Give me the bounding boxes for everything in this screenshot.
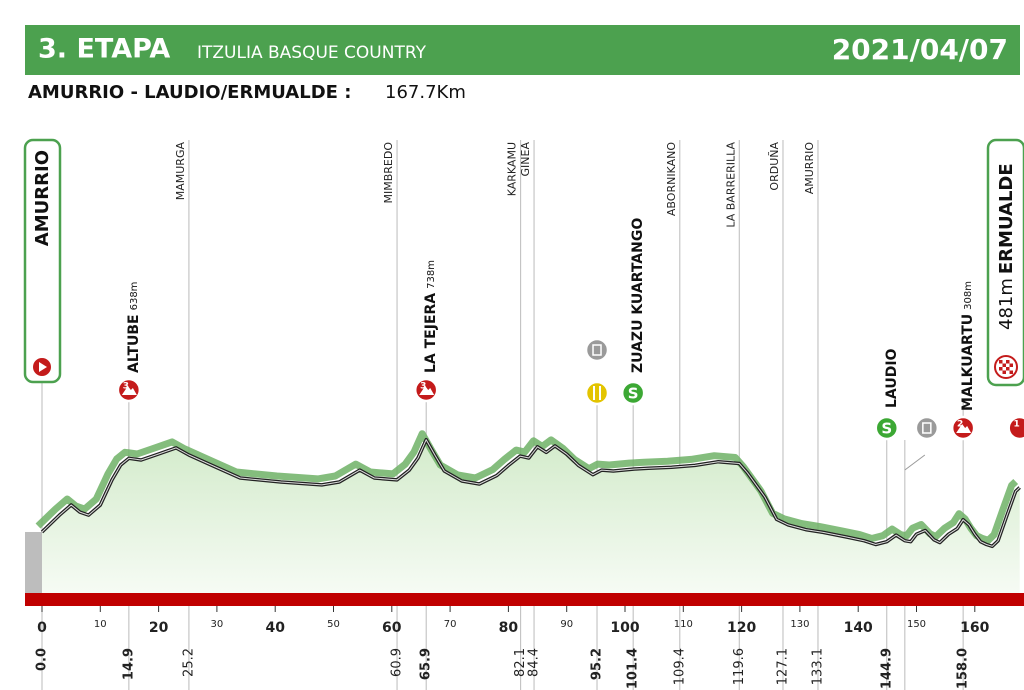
icon — [584, 337, 610, 363]
x-tick-label: 130 — [790, 619, 809, 630]
town-label: ABORNIKANO — [665, 142, 678, 216]
x-tick-label: 100 — [610, 620, 639, 636]
km-label: 109.4 — [672, 648, 687, 685]
finish-altitude: 481m — [996, 278, 1017, 330]
x-tick-label: 80 — [499, 620, 519, 636]
x-tick-label: 110 — [674, 619, 693, 630]
sprint-label: ZUAZU KUARTANGO — [630, 218, 646, 373]
flag-cell — [999, 360, 1003, 364]
town-label: GINEA — [519, 142, 532, 177]
icon — [874, 415, 900, 441]
feed-icon — [593, 386, 602, 400]
x-tick-label: 0 — [37, 620, 47, 636]
x-tick-label: 20 — [149, 620, 169, 636]
climb-name: LA TEJERA — [423, 293, 439, 373]
town-label: ORDUÑA — [768, 142, 781, 191]
icon — [914, 415, 940, 441]
icon — [584, 380, 610, 406]
climb-altitude: 308m — [963, 281, 974, 310]
town-label: MIMBREDO — [382, 142, 395, 204]
date: 2021/04/07 — [832, 33, 1008, 66]
finish-name: ERMUALDE — [996, 163, 1017, 274]
sprint-symbol: S — [881, 420, 892, 438]
km-label: 0.0 — [35, 648, 50, 671]
x-tick-label: 120 — [727, 620, 756, 636]
climb-name: MALKUARTU — [960, 314, 976, 411]
km-label: 60.9 — [390, 648, 405, 677]
km-label: 25.2 — [181, 648, 196, 677]
header-bar — [25, 25, 1020, 75]
flag-cell — [1006, 367, 1010, 371]
mountain-icon — [121, 386, 137, 395]
km-label: 127.1 — [775, 648, 790, 685]
climb-name: ALTUBE — [126, 314, 142, 373]
sprint-label: LAUDIO — [884, 348, 900, 408]
start-name: AMURRIO — [32, 150, 53, 246]
x-tick-label: 40 — [265, 620, 285, 636]
x-tick-label: 160 — [960, 620, 989, 636]
profile-relief — [35, 430, 1019, 544]
flag-cell — [1009, 370, 1013, 374]
start-base — [25, 531, 42, 593]
climb-altitude: 738m — [426, 260, 437, 289]
km-label: 101.4 — [626, 648, 641, 689]
climb-category: 2 — [957, 420, 963, 430]
climb-label: ALTUBE 638m — [126, 282, 142, 373]
km-label: 158.0 — [956, 648, 971, 689]
town-label: LA BARRERILLA — [724, 142, 737, 228]
climb-altitude: 638m — [129, 282, 140, 311]
distance: 167.7Km — [385, 82, 466, 103]
waste-icon — [592, 344, 602, 356]
flag-cell — [1002, 370, 1006, 374]
climb-label: MALKUARTU 308m — [960, 281, 976, 411]
route: AMURRIO - LAUDIO/ERMUALDE : — [28, 82, 351, 103]
km-label: 14.9 — [121, 648, 136, 680]
road-bar — [25, 593, 1024, 606]
x-tick-label: 30 — [211, 619, 224, 630]
x-tick-label: 60 — [382, 620, 402, 636]
waste-pointer — [904, 454, 926, 471]
finish-label: 481m ERMUALDE — [996, 163, 1017, 330]
profile-line-inner — [41, 439, 1021, 547]
stage: 3. ETAPA — [38, 34, 170, 65]
km-label: 95.2 — [590, 648, 605, 680]
start-box — [23, 138, 62, 384]
climb-category: 3 — [420, 382, 426, 392]
x-tick-label: 140 — [844, 620, 873, 636]
x-tick-label: 10 — [94, 619, 107, 630]
town-label: KARKAMU — [506, 142, 519, 196]
mountain-icon — [419, 386, 435, 395]
start-arrow — [39, 362, 47, 372]
x-tick-label: 50 — [327, 619, 340, 630]
km-label: 84.4 — [527, 648, 542, 677]
mountain-icon — [956, 424, 972, 433]
climb-category: 1 — [1014, 420, 1020, 430]
waste-icon — [922, 422, 932, 434]
km-label: 144.9 — [879, 648, 894, 689]
x-tick-label: 70 — [444, 619, 457, 630]
flag-cell — [1009, 363, 1013, 367]
climb-category: 3 — [123, 382, 129, 392]
icon — [1007, 415, 1024, 441]
town-label: MAMURGA — [174, 142, 187, 201]
finish-box — [986, 138, 1024, 387]
sprint-symbol: S — [628, 385, 639, 403]
x-tick-label: 150 — [907, 619, 926, 630]
profile-area — [42, 439, 1020, 593]
town-label: AMURRIO — [803, 142, 816, 195]
km-label: 133.1 — [810, 648, 825, 685]
km-label: 82.1 — [513, 648, 528, 677]
climb-label: LA TEJERA 738m — [423, 260, 439, 373]
km-label: 65.9 — [419, 648, 434, 680]
flag-cell — [1006, 360, 1010, 364]
km-label: 119.6 — [732, 648, 747, 685]
flag-cell — [999, 367, 1003, 371]
race: ITZULIA BASQUE COUNTRY — [197, 43, 427, 63]
icon — [620, 380, 646, 406]
x-tick-label: 90 — [560, 619, 573, 630]
flag-cell — [1002, 363, 1006, 367]
